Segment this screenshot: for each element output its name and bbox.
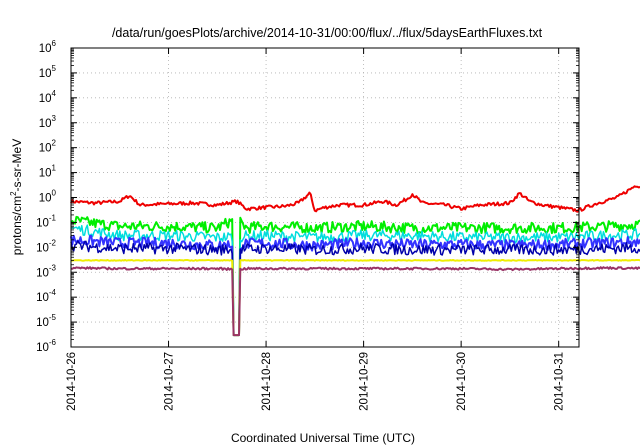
y-tick-label: 10-2 bbox=[36, 238, 56, 254]
x-tick-label: 2014-10-31 bbox=[554, 352, 566, 411]
y-axis-label: protons/cm2-s-sr-MeV bbox=[9, 139, 24, 255]
y-tick-label: 10-5 bbox=[36, 313, 56, 329]
x-tick-label: 2014-10-26 bbox=[66, 352, 78, 411]
x-axis-label: Coordinated Universal Time (UTC) bbox=[231, 431, 415, 445]
series-line bbox=[70, 266, 640, 337]
y-tick-label: 10-1 bbox=[36, 213, 56, 229]
chart-title: /data/run/goesPlots/archive/2014-10-31/0… bbox=[112, 26, 543, 40]
grid bbox=[71, 48, 579, 347]
series-line bbox=[70, 185, 640, 213]
y-tick-label: 10-3 bbox=[36, 263, 56, 279]
y-tick-label: 101 bbox=[39, 164, 57, 180]
series-line bbox=[71, 259, 640, 337]
x-tick-label: 2014-10-29 bbox=[359, 352, 371, 411]
x-tick-label: 2014-10-27 bbox=[164, 352, 176, 411]
y-tick-label: 105 bbox=[39, 64, 57, 80]
x-axis: 2014-10-26 2014-10-27 2014-10-28 2014-10-29… bbox=[66, 48, 566, 411]
y-tick-label: 106 bbox=[39, 39, 57, 55]
y-tick-label: 100 bbox=[39, 189, 57, 205]
series-line bbox=[70, 234, 640, 337]
y-tick-label: 10-6 bbox=[36, 338, 56, 354]
y-tick-label: 103 bbox=[39, 114, 57, 130]
y-tick-label: 10-4 bbox=[36, 288, 56, 304]
x-tick-label: 2014-10-30 bbox=[456, 352, 468, 411]
series-line bbox=[70, 215, 640, 337]
y-tick-label: 102 bbox=[39, 139, 57, 155]
series-lines bbox=[70, 185, 640, 337]
series-line bbox=[70, 240, 640, 336]
y-axis: 10-6 10-5 10-4 10-3 10-2 10-1 100 101 102 103 104 1… bbox=[36, 39, 579, 354]
y-tick-label: 104 bbox=[39, 89, 57, 105]
x-tick-label: 2014-10-28 bbox=[261, 352, 273, 411]
